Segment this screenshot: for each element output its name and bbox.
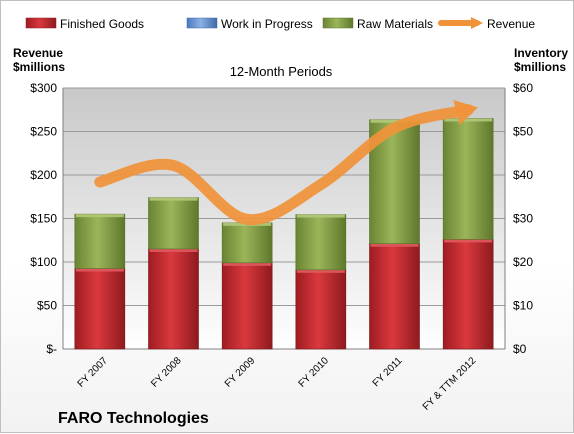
category-labels: FY 2007 FY 2008 FY 2009 FY 2010 FY 2011 FY & … (76, 355, 479, 413)
bar-raw-materials (221, 222, 273, 264)
bars (74, 118, 494, 350)
left-axis-ticks: $- $50 $100 $150 $200 $250 $300 (30, 81, 57, 356)
right-tick-label: $60 (513, 81, 533, 95)
category-label: FY 2009 (223, 355, 258, 390)
bar-finished-goods-top (149, 248, 198, 252)
legend: Finished Goods Work in Progress Raw Mate… (25, 17, 535, 31)
left-tick-label: $150 (30, 212, 57, 226)
right-tick-label: $0 (513, 342, 527, 356)
right-tick-label: $20 (513, 255, 533, 269)
right-axis-title-line1: Inventory (514, 46, 568, 60)
left-tick-label: $250 (30, 125, 57, 139)
bar-raw-materials (295, 214, 347, 271)
left-tick-label: $50 (37, 299, 57, 313)
right-tick-label: $50 (513, 125, 533, 139)
left-tick-label: $200 (30, 168, 57, 182)
right-tick-label: $40 (513, 168, 533, 182)
bar-finished-goods-top (296, 269, 345, 273)
chart-subtitle: 12-Month Periods (230, 64, 333, 79)
bar-raw-materials-top (370, 119, 419, 123)
gridlines (62, 87, 506, 350)
bar-finished-goods (148, 248, 199, 350)
legend-swatch-work-in-progress (186, 17, 218, 29)
legend-label-work-in-progress: Work in Progress (221, 17, 313, 31)
right-tick-label: $30 (513, 212, 533, 226)
bar-raw-materials (442, 118, 494, 240)
bar-finished-goods-top (75, 268, 124, 272)
bar-finished-goods (295, 269, 347, 350)
right-axis-ticks: $0 $10 $20 $30 $40 $50 $60 (513, 81, 533, 356)
legend-swatch-finished-goods (25, 17, 57, 29)
company-name: FARO Technologies (58, 410, 209, 427)
bar-finished-goods (442, 239, 494, 350)
bar-finished-goods (221, 262, 273, 350)
revenue-line-path (94, 104, 474, 226)
category-label: FY 2011 (371, 355, 405, 389)
legend-label-revenue: Revenue (487, 17, 535, 31)
bar-raw-materials-top (296, 214, 345, 218)
bar-raw-materials (148, 197, 199, 250)
left-axis-title-line1: Revenue (13, 46, 63, 60)
category-label: FY 2008 (149, 355, 184, 390)
left-tick-label: $- (46, 342, 57, 356)
right-axis-title-line2: $millions (514, 60, 566, 74)
bar-raw-materials-top (75, 214, 124, 218)
category-label: FY 2007 (76, 355, 111, 390)
legend-label-raw-materials: Raw Materials (357, 17, 433, 31)
bar-raw-materials-top (149, 197, 198, 201)
bar-raw-materials-top (444, 118, 493, 122)
bar-raw-materials (74, 213, 126, 269)
revenue-arrow-icon (453, 100, 478, 126)
category-label: FY & TTM 2012 (421, 355, 479, 413)
legend-label-finished-goods: Finished Goods (60, 17, 144, 31)
category-label: FY 2010 (297, 355, 332, 390)
bar-finished-goods-top (223, 262, 272, 266)
bar-finished-goods (74, 268, 126, 350)
legend-arrow-icon (471, 17, 483, 29)
bar-finished-goods-top (370, 243, 419, 247)
left-tick-label: $300 (30, 81, 57, 95)
left-tick-label: $100 (30, 255, 57, 269)
right-tick-label: $10 (513, 299, 533, 313)
revenue-line (94, 100, 478, 226)
left-axis-title-line2: $millions (13, 60, 65, 74)
legend-swatch-raw-materials (322, 17, 354, 29)
bar-finished-goods-top (444, 239, 493, 243)
bar-finished-goods (369, 243, 420, 350)
